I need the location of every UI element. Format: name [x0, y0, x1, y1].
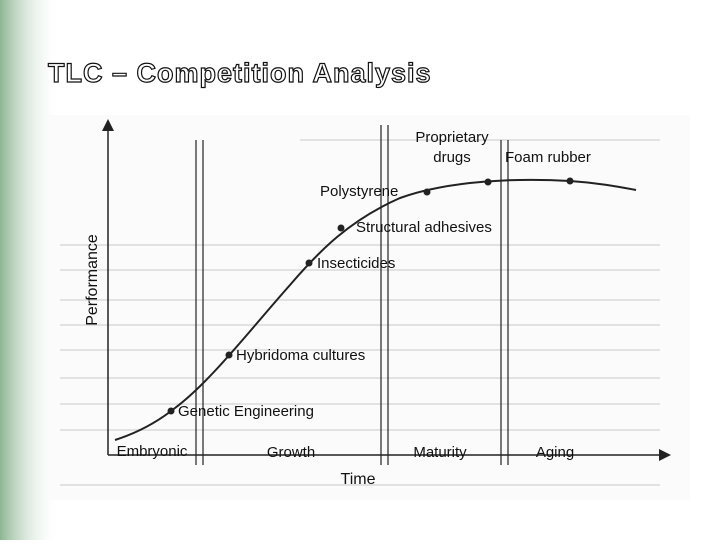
point-label: Structural adhesives: [356, 219, 492, 236]
figure-background: [48, 115, 690, 500]
point-label: Proprietary: [415, 129, 489, 146]
curve-points: [167, 177, 574, 415]
stage-dividers: [195, 125, 509, 465]
point-label: Hybridoma cultures: [236, 347, 365, 364]
point-label: Foam rubber: [505, 149, 591, 166]
y-axis-label: Performance: [84, 234, 101, 326]
point-label: Insecticides: [317, 255, 395, 272]
stage-label: Maturity: [413, 444, 467, 461]
slide-title: TLC – Competition Analysis: [48, 58, 432, 88]
stage-label: Growth: [267, 444, 315, 461]
point-label: Genetic Engineering: [178, 403, 314, 420]
point-label: Polystyrene: [320, 183, 398, 200]
figure: Genetic Engineering Hybridoma cultures I…: [48, 115, 690, 500]
faded-text: [60, 139, 660, 486]
stage-label: Embryonic: [117, 443, 188, 460]
x-axis-label: Time: [341, 471, 376, 488]
stage-label: Aging: [536, 444, 574, 461]
point-label: drugs: [433, 149, 471, 166]
